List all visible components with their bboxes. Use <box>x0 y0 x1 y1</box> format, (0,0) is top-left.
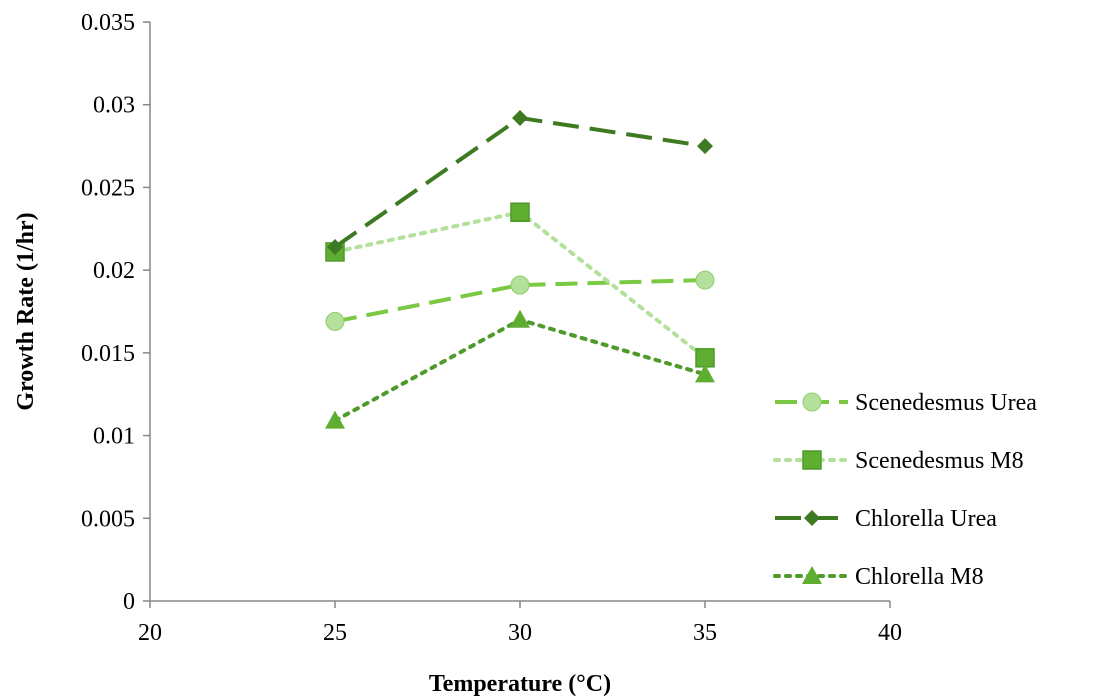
data-point <box>695 270 715 290</box>
data-point <box>697 138 713 155</box>
data-point <box>325 410 345 429</box>
legend-marker <box>802 450 822 470</box>
y-tick-label: 0.035 <box>81 10 135 36</box>
legend-label: Scenedesmus M8 <box>855 448 1024 474</box>
legend-item: Chlorella Urea <box>775 506 997 532</box>
legend-marker <box>804 510 820 526</box>
series-0 <box>325 270 715 331</box>
y-tick-label: 0.01 <box>93 424 135 450</box>
legend: Scenedesmus Urea Scenedesmus M8 Chlorella … <box>773 390 1037 590</box>
data-point <box>325 311 345 331</box>
y-tick-label: 0.03 <box>93 93 135 119</box>
series-layer <box>325 109 715 429</box>
x-tick-marks <box>149 601 891 608</box>
y-tick-label: 0.02 <box>93 258 135 284</box>
x-tick-label: 30 <box>508 620 532 646</box>
data-point <box>510 275 530 295</box>
legend-label: Chlorella M8 <box>855 564 984 590</box>
data-point <box>695 364 715 383</box>
x-tick-labels: 20 25 30 35 40 <box>138 620 902 646</box>
y-tick-labels: 0 0.005 0.01 0.015 0.02 0.025 0.03 0.035 <box>81 10 150 615</box>
legend-label: Scenedesmus Urea <box>855 390 1037 416</box>
data-point <box>327 238 343 255</box>
series-3 <box>325 309 715 429</box>
series-line <box>333 317 707 423</box>
x-tick-label: 20 <box>138 620 162 646</box>
legend-label: Chlorella Urea <box>855 506 997 532</box>
x-tick-label: 40 <box>878 620 902 646</box>
y-axis-title: Growth Rate (1/hr) <box>13 212 39 410</box>
y-tick-label: 0.025 <box>81 175 135 201</box>
legend-item: Scenedesmus M8 <box>773 448 1024 474</box>
x-tick-label: 35 <box>693 620 717 646</box>
series-line <box>333 115 706 249</box>
x-axis-title: Temperature (°C) <box>429 671 611 697</box>
legend-marker <box>802 392 822 412</box>
legend-item: Scenedesmus Urea <box>775 390 1037 416</box>
data-point <box>695 348 715 368</box>
y-tick-label: 0 <box>123 589 135 615</box>
data-point <box>510 309 530 328</box>
y-tick-label: 0.005 <box>81 506 135 532</box>
legend-item: Chlorella M8 <box>773 564 984 590</box>
x-tick-label: 25 <box>323 620 347 646</box>
data-point <box>512 109 528 126</box>
series-2 <box>327 109 713 255</box>
legend-marker <box>802 566 822 584</box>
data-point <box>510 202 530 222</box>
y-tick-label: 0.015 <box>81 341 135 367</box>
